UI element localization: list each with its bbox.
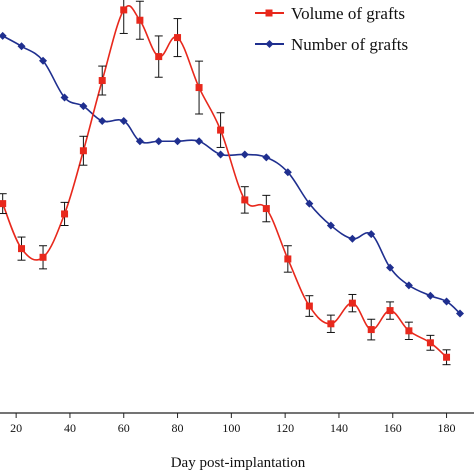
data-point (240, 150, 249, 159)
legend-label-number: Number of grafts (291, 35, 408, 54)
data-point (39, 56, 48, 65)
data-point (173, 137, 182, 146)
data-point (136, 16, 144, 24)
legend: Volume of grafts Number of grafts (255, 4, 408, 54)
legend-marker-number (265, 40, 274, 48)
data-point (305, 302, 313, 310)
data-point (426, 291, 435, 300)
data-point (18, 245, 26, 253)
data-point (98, 77, 106, 85)
data-point (284, 255, 292, 263)
data-point (195, 137, 204, 146)
data-point (119, 117, 128, 126)
data-point (155, 53, 163, 61)
legend-marker-volume (265, 9, 273, 17)
x-axis-ticks: 20 40 60 80 100 120 140 160 180 (10, 413, 456, 435)
data-point (217, 126, 225, 134)
data-point (386, 307, 394, 315)
data-point (442, 297, 451, 306)
x-tick-label: 60 (118, 421, 130, 435)
data-point (367, 230, 376, 239)
x-axis-label: Day post-implantation (171, 455, 306, 471)
data-point (426, 339, 434, 347)
data-point (120, 6, 128, 14)
data-point (154, 137, 163, 146)
data-point (404, 281, 413, 290)
data-point (39, 253, 47, 261)
x-tick-label: 40 (64, 421, 76, 435)
data-point (327, 320, 335, 328)
data-point (262, 205, 270, 213)
data-point (60, 93, 69, 102)
data-point (216, 150, 225, 159)
series-line (2, 35, 461, 315)
data-point (79, 102, 88, 111)
data-point (367, 326, 375, 334)
data-point (262, 153, 271, 162)
data-point (241, 196, 249, 204)
x-tick-label: 20 (10, 421, 22, 435)
data-point (17, 42, 26, 51)
legend-label-volume: Volume of grafts (291, 4, 405, 23)
x-tick-label: 120 (276, 421, 294, 435)
data-point (386, 263, 395, 272)
data-point (305, 199, 314, 208)
x-tick-label: 100 (222, 421, 240, 435)
data-point (405, 327, 413, 335)
data-point (98, 117, 107, 126)
data-point (0, 200, 7, 208)
data-point (283, 168, 292, 177)
data-point (79, 147, 87, 155)
series-volume-of-grafts (0, 0, 451, 366)
series-layer (0, 0, 464, 366)
data-point (0, 31, 7, 40)
data-point (135, 137, 144, 146)
data-point (456, 309, 464, 318)
data-point (348, 299, 356, 307)
data-point (348, 234, 357, 243)
legend-item-number: Number of grafts (255, 35, 408, 54)
data-point (195, 84, 203, 92)
data-point (326, 221, 335, 230)
legend-item-volume: Volume of grafts (255, 4, 405, 23)
data-point (174, 34, 182, 42)
x-tick-label: 140 (330, 421, 348, 435)
x-tick-label: 180 (438, 421, 456, 435)
data-point (61, 210, 69, 218)
x-tick-label: 160 (384, 421, 402, 435)
x-tick-label: 80 (172, 421, 184, 435)
data-point (443, 353, 451, 361)
series-line (1, 4, 448, 358)
series-number-of-grafts (0, 31, 464, 318)
